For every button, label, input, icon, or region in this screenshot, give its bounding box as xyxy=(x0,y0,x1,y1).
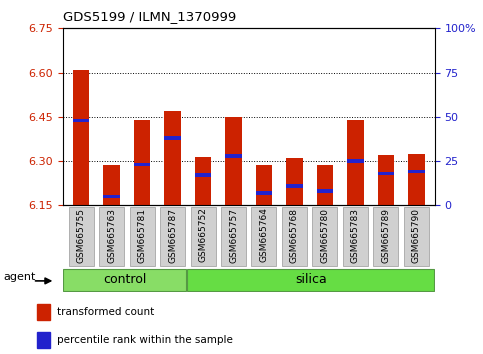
Bar xyxy=(103,195,120,198)
Text: GSM665768: GSM665768 xyxy=(290,207,299,263)
Bar xyxy=(408,154,425,205)
Text: GSM665752: GSM665752 xyxy=(199,207,208,263)
Bar xyxy=(195,173,212,177)
Bar xyxy=(225,154,242,158)
Text: percentile rank within the sample: percentile rank within the sample xyxy=(57,335,233,346)
FancyBboxPatch shape xyxy=(404,207,429,266)
FancyBboxPatch shape xyxy=(69,207,94,266)
Bar xyxy=(378,155,394,205)
FancyBboxPatch shape xyxy=(343,207,368,266)
Text: transformed count: transformed count xyxy=(57,307,155,317)
Bar xyxy=(286,184,303,188)
FancyBboxPatch shape xyxy=(63,268,186,291)
FancyBboxPatch shape xyxy=(313,207,338,266)
Text: GDS5199 / ILMN_1370999: GDS5199 / ILMN_1370999 xyxy=(63,10,236,23)
Bar xyxy=(408,170,425,173)
Bar xyxy=(73,119,89,122)
Bar xyxy=(195,157,212,205)
Text: GSM665789: GSM665789 xyxy=(382,207,390,263)
Text: GSM665763: GSM665763 xyxy=(107,207,116,263)
FancyBboxPatch shape xyxy=(282,207,307,266)
FancyBboxPatch shape xyxy=(129,207,155,266)
Text: GSM665755: GSM665755 xyxy=(77,207,85,263)
Bar xyxy=(38,332,50,348)
FancyBboxPatch shape xyxy=(190,207,215,266)
FancyBboxPatch shape xyxy=(160,207,185,266)
Bar xyxy=(286,158,303,205)
Text: agent: agent xyxy=(3,272,36,282)
Text: GSM665764: GSM665764 xyxy=(259,207,269,263)
Bar xyxy=(73,70,89,205)
Text: GSM665787: GSM665787 xyxy=(168,207,177,263)
Bar xyxy=(134,163,150,166)
Text: GSM665783: GSM665783 xyxy=(351,207,360,263)
FancyBboxPatch shape xyxy=(187,268,434,291)
Bar xyxy=(103,166,120,205)
Bar xyxy=(134,120,150,205)
Bar xyxy=(378,172,394,175)
FancyBboxPatch shape xyxy=(373,207,398,266)
FancyBboxPatch shape xyxy=(221,207,246,266)
Text: GSM665780: GSM665780 xyxy=(320,207,329,263)
FancyBboxPatch shape xyxy=(252,207,276,266)
Text: GSM665781: GSM665781 xyxy=(138,207,146,263)
Text: GSM665757: GSM665757 xyxy=(229,207,238,263)
Bar xyxy=(316,189,333,193)
Text: silica: silica xyxy=(295,273,327,286)
FancyBboxPatch shape xyxy=(99,207,124,266)
Bar xyxy=(347,120,364,205)
Bar xyxy=(38,304,50,320)
Bar xyxy=(164,111,181,205)
Bar xyxy=(225,117,242,205)
Text: control: control xyxy=(103,273,146,286)
Text: GSM665790: GSM665790 xyxy=(412,207,421,263)
Bar xyxy=(164,136,181,140)
Bar xyxy=(347,159,364,163)
Bar xyxy=(256,166,272,205)
Bar xyxy=(316,166,333,205)
Bar xyxy=(256,191,272,195)
